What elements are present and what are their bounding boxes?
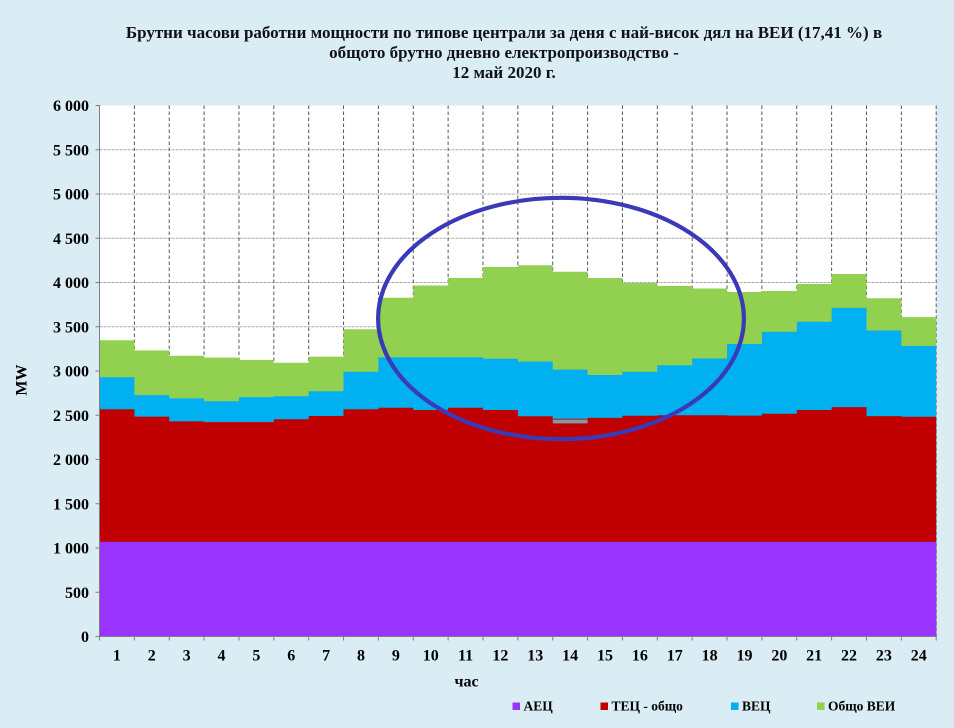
svg-text:час: час <box>454 674 478 691</box>
svg-text:2: 2 <box>148 648 156 665</box>
svg-text:22: 22 <box>841 648 857 665</box>
svg-text:5: 5 <box>252 648 260 665</box>
svg-text:20: 20 <box>771 648 787 665</box>
svg-text:17: 17 <box>667 648 683 665</box>
svg-text:23: 23 <box>876 648 892 665</box>
svg-text:6 000: 6 000 <box>53 98 89 115</box>
svg-text:4 000: 4 000 <box>53 275 89 292</box>
svg-text:8: 8 <box>357 648 365 665</box>
svg-text:6: 6 <box>287 648 295 665</box>
svg-text:19: 19 <box>736 648 752 665</box>
svg-text:18: 18 <box>702 648 718 665</box>
svg-text:14: 14 <box>562 648 578 665</box>
svg-text:ТЕЦ - общо: ТЕЦ - общо <box>612 699 684 714</box>
svg-text:12: 12 <box>492 648 508 665</box>
svg-text:24: 24 <box>911 648 927 665</box>
svg-text:500: 500 <box>65 585 89 602</box>
svg-text:10: 10 <box>423 648 439 665</box>
svg-text:3 500: 3 500 <box>53 319 89 336</box>
svg-text:21: 21 <box>806 648 822 665</box>
svg-text:4 500: 4 500 <box>53 231 89 248</box>
svg-text:1: 1 <box>113 648 121 665</box>
svg-text:3: 3 <box>183 648 191 665</box>
svg-text:2 000: 2 000 <box>53 452 89 469</box>
svg-text:0: 0 <box>81 629 89 646</box>
svg-text:15: 15 <box>597 648 613 665</box>
svg-text:9: 9 <box>392 648 400 665</box>
svg-text:1 000: 1 000 <box>53 541 89 558</box>
svg-text:11: 11 <box>458 648 473 665</box>
svg-text:MW: MW <box>14 364 31 395</box>
svg-text:7: 7 <box>322 648 330 665</box>
svg-text:16: 16 <box>632 648 648 665</box>
svg-text:Общо ВЕИ: Общо ВЕИ <box>828 699 896 714</box>
svg-text:2 500: 2 500 <box>53 408 89 425</box>
svg-text:ВЕЦ: ВЕЦ <box>742 699 771 714</box>
svg-text:5 500: 5 500 <box>53 142 89 159</box>
svg-text:4: 4 <box>218 648 226 665</box>
svg-text:АЕЦ: АЕЦ <box>524 699 554 714</box>
svg-text:13: 13 <box>527 648 543 665</box>
svg-text:1 500: 1 500 <box>53 496 89 513</box>
svg-text:3 000: 3 000 <box>53 364 89 381</box>
svg-text:5 000: 5 000 <box>53 187 89 204</box>
